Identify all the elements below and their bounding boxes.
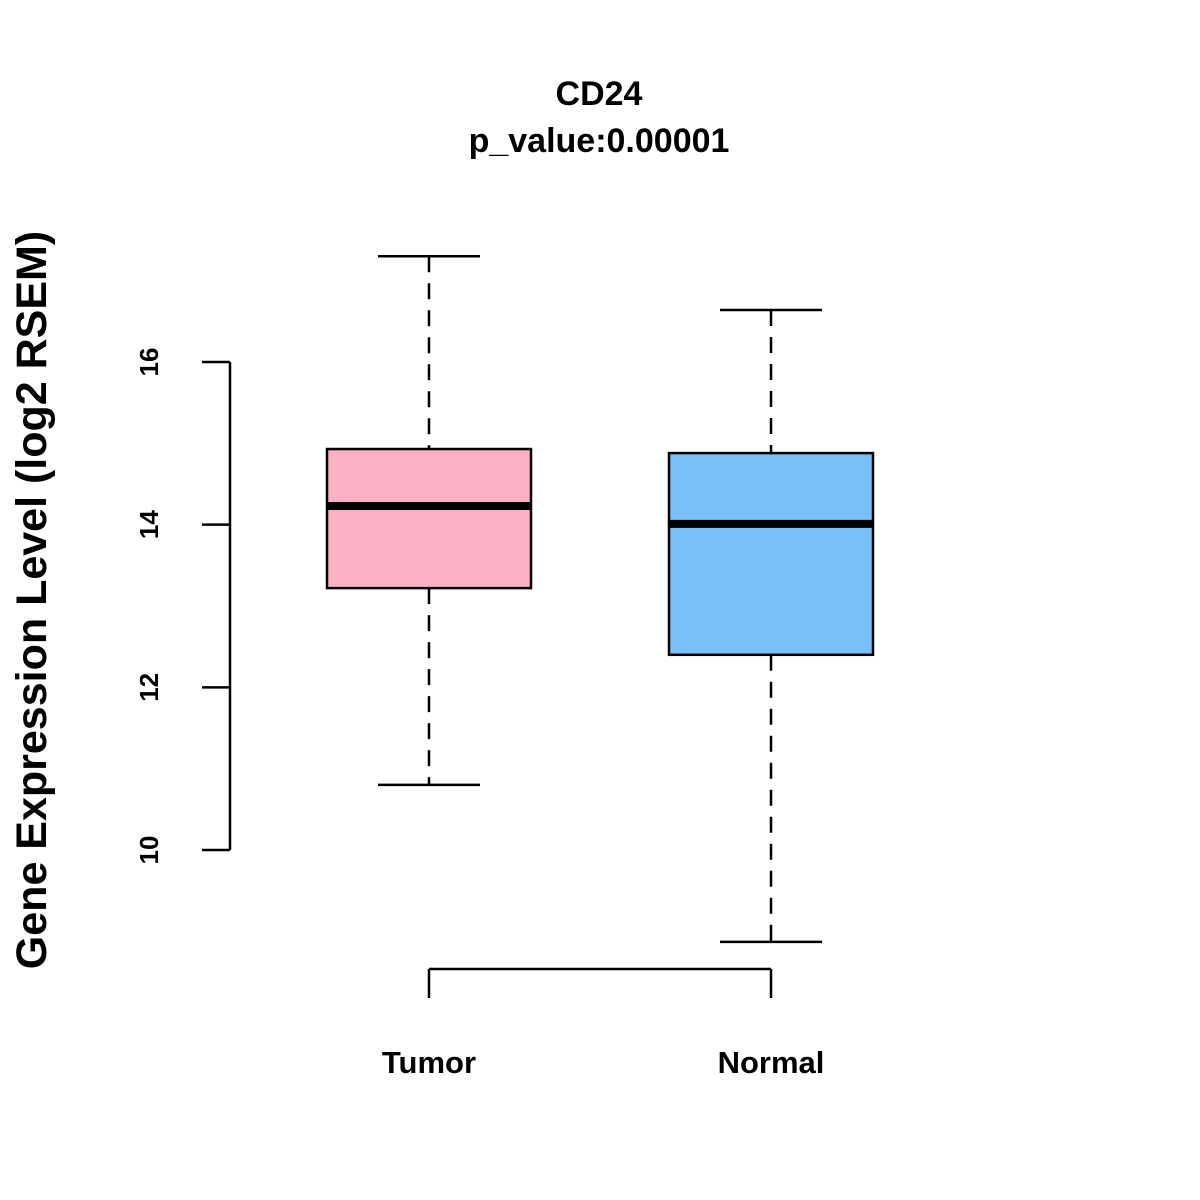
x-tick-label: Normal bbox=[718, 1045, 825, 1080]
y-tick-label: 14 bbox=[134, 510, 164, 539]
box-tumor bbox=[325, 255, 533, 787]
y-tick-label: 16 bbox=[134, 348, 164, 377]
chart-title: CD24 bbox=[556, 75, 643, 113]
chart-subtitle: p_value:0.00001 bbox=[469, 122, 730, 160]
iqr-box bbox=[325, 447, 533, 590]
iqr-box bbox=[667, 451, 875, 657]
y-tick-label: 12 bbox=[134, 673, 164, 702]
y-tick-label: 10 bbox=[134, 836, 164, 865]
x-axis: Tumor Normal bbox=[382, 967, 825, 1080]
y-axis: 10 12 14 16 bbox=[134, 348, 232, 865]
box-normal bbox=[667, 308, 875, 944]
x-tick-label: Tumor bbox=[382, 1045, 476, 1080]
y-axis-label: Gene Expression Level (log2 RSEM) bbox=[8, 231, 56, 969]
boxes-group bbox=[325, 255, 875, 944]
